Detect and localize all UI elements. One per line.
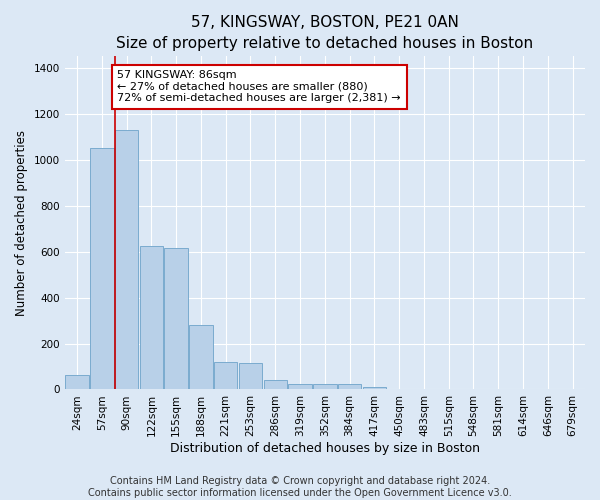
Text: Contains HM Land Registry data © Crown copyright and database right 2024.
Contai: Contains HM Land Registry data © Crown c…	[88, 476, 512, 498]
Bar	[263, 380, 287, 390]
Bar	[239, 363, 262, 390]
Bar	[164, 248, 188, 390]
Title: 57, KINGSWAY, BOSTON, PE21 0AN
Size of property relative to detached houses in B: 57, KINGSWAY, BOSTON, PE21 0AN Size of p…	[116, 15, 533, 51]
X-axis label: Distribution of detached houses by size in Boston: Distribution of detached houses by size …	[170, 442, 480, 455]
Text: 57 KINGSWAY: 86sqm
← 27% of detached houses are smaller (880)
72% of semi-detach: 57 KINGSWAY: 86sqm ← 27% of detached hou…	[118, 70, 401, 103]
Bar	[214, 362, 238, 390]
Bar	[90, 148, 113, 390]
Bar	[338, 384, 361, 390]
Bar	[362, 387, 386, 390]
Bar	[115, 130, 139, 390]
Bar	[140, 246, 163, 390]
Y-axis label: Number of detached properties: Number of detached properties	[15, 130, 28, 316]
Bar	[65, 374, 89, 390]
Bar	[313, 384, 337, 390]
Bar	[288, 384, 312, 390]
Bar	[189, 325, 213, 390]
